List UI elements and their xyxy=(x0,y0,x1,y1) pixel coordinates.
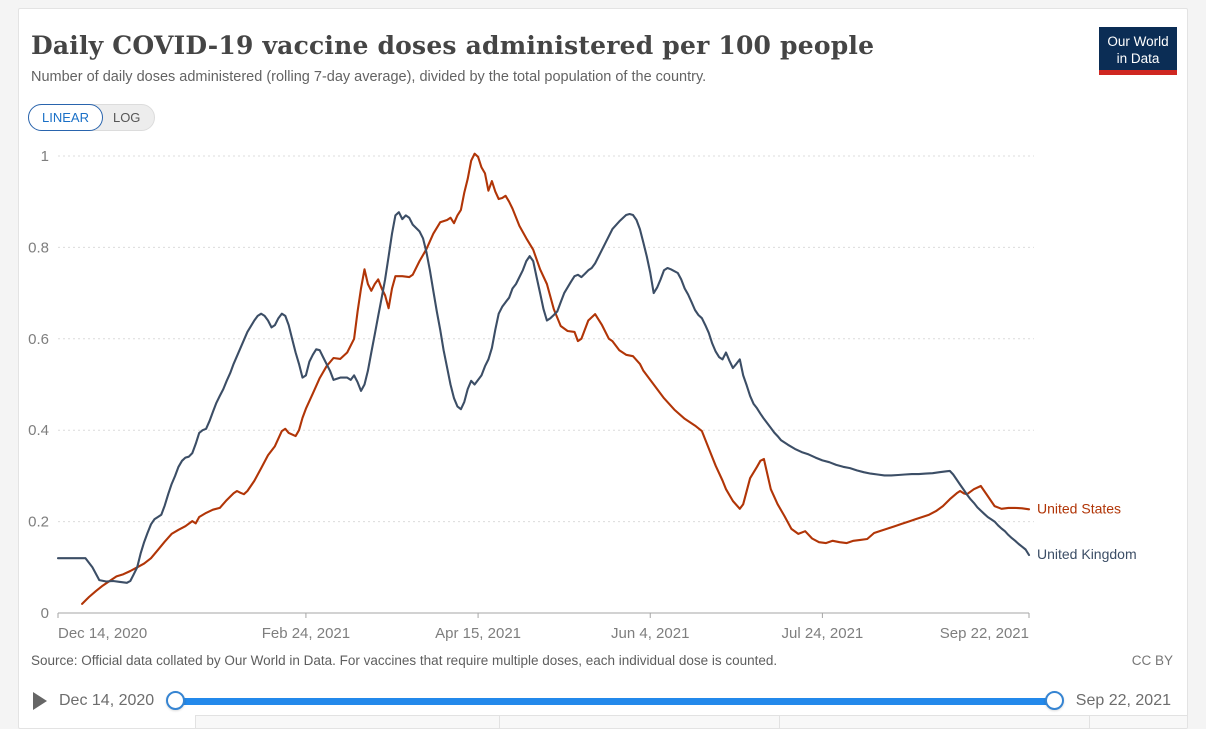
x-axis-tick-label: Jun 4, 2021 xyxy=(611,625,689,642)
series-line-united-states xyxy=(81,152,1031,605)
owid-logo-line2: in Data xyxy=(1116,51,1160,66)
x-axis-tick-label: Apr 15, 2021 xyxy=(435,625,521,642)
timeline-start-date: Dec 14, 2020 xyxy=(59,692,155,709)
chart-footer: Source: Official data collated by Our Wo… xyxy=(31,653,1173,668)
x-axis-tick-label: Sep 22, 2021 xyxy=(940,625,1029,642)
timeline-end-handle[interactable] xyxy=(1044,691,1064,710)
data-table-header-partial xyxy=(195,715,1187,728)
series-label-united-states[interactable]: United States xyxy=(1037,500,1121,516)
chart-subtitle: Number of daily doses administered (roll… xyxy=(31,69,707,85)
series-line-united-kingdom xyxy=(56,211,1031,584)
table-header-cell xyxy=(779,715,1090,728)
y-axis-tick-label: 0.8 xyxy=(28,239,49,256)
timeline-start-handle[interactable] xyxy=(166,691,186,710)
chart-card: 0 0.2 0.4 0.6 0.8 1 Dec 14, 2020 Feb 24, 2021 Ap… xyxy=(18,8,1188,729)
line-chart: 0 0.2 0.4 0.6 0.8 1 Dec 14, 2020 Feb 24, 2021 Ap… xyxy=(28,148,1137,642)
series-label-united-kingdom[interactable]: United Kingdom xyxy=(1037,546,1137,562)
log-scale-button[interactable]: LOG xyxy=(102,105,154,130)
table-header-cell xyxy=(499,715,780,728)
source-note: Source: Official data collated by Our Wo… xyxy=(31,653,778,668)
owid-logo[interactable]: Our World in Data xyxy=(1099,27,1177,75)
y-axis-tick-label: 0.4 xyxy=(28,422,49,439)
timeline-control: Dec 14, 2020 Sep 22, 2021 xyxy=(29,683,1171,719)
x-axis-tick-label: Jul 24, 2021 xyxy=(782,625,864,642)
x-axis-tick-label: Feb 24, 2021 xyxy=(262,625,350,642)
page-title: Daily COVID-19 vaccine doses administere… xyxy=(31,31,875,60)
table-header-cell xyxy=(195,715,500,728)
license-link[interactable]: CC BY xyxy=(1131,653,1173,668)
play-button[interactable] xyxy=(33,692,47,710)
y-axis-tick-label: 0.6 xyxy=(28,331,49,348)
x-axis-tick-label: Dec 14, 2020 xyxy=(58,625,147,642)
y-axis-tick-label: 0.2 xyxy=(28,514,49,531)
timeline-end-date: Sep 22, 2021 xyxy=(1075,692,1171,709)
timeline-track[interactable] xyxy=(168,698,1062,705)
linear-scale-button[interactable]: LINEAR xyxy=(28,104,103,131)
owid-logo-line1: Our World xyxy=(1107,34,1169,49)
table-header-cell xyxy=(1089,715,1187,728)
y-axis-tick-label: 0 xyxy=(41,605,49,622)
timeline-slider[interactable] xyxy=(166,690,1064,712)
y-axis-tick-label: 1 xyxy=(41,148,49,165)
scale-toggle: LINEAR LOG xyxy=(28,104,156,131)
